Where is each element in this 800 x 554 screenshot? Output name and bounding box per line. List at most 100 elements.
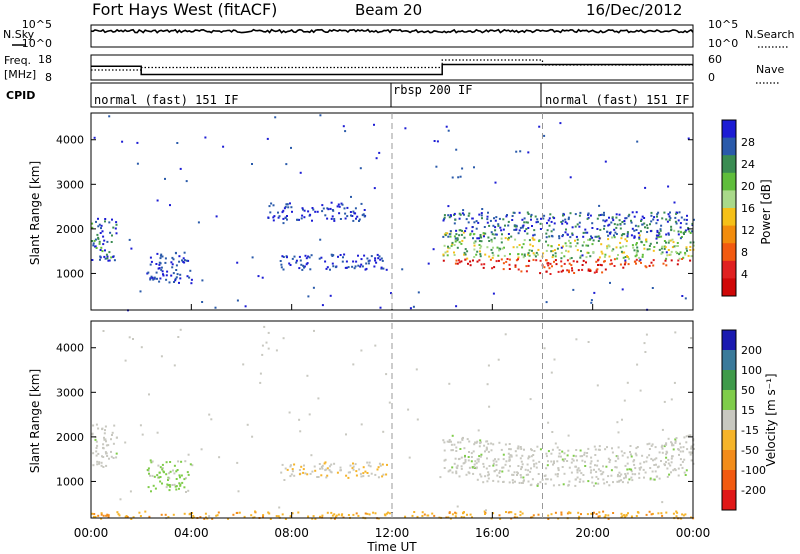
data-cell (596, 217, 599, 220)
data-cell (450, 449, 453, 452)
data-cell (481, 208, 484, 210)
data-cell (110, 455, 113, 458)
data-cell (676, 242, 679, 244)
data-cell (527, 213, 530, 215)
data-cell (667, 458, 670, 461)
data-cell (104, 429, 106, 432)
data-cell (300, 263, 303, 266)
data-cell (580, 250, 582, 253)
data-cell (293, 463, 296, 466)
data-cell (325, 267, 328, 270)
data-cell (483, 263, 486, 266)
data-cell (539, 228, 542, 230)
data-cell (528, 249, 531, 252)
data-cell (484, 253, 487, 256)
data-cell (492, 443, 495, 446)
data-cell (633, 249, 636, 252)
data-cell (166, 270, 169, 273)
data-cell (362, 213, 365, 216)
data-cell (687, 434, 690, 437)
data-cell (333, 219, 336, 222)
data-cell (473, 221, 476, 224)
data-cell (508, 459, 511, 462)
data-cell (100, 224, 103, 227)
data-cell (520, 460, 523, 463)
data-cell (675, 437, 678, 440)
data-cell (655, 463, 657, 466)
data-cell (495, 216, 498, 219)
data-cell (509, 454, 512, 457)
data-cell (132, 516, 135, 519)
freq-series-line (91, 63, 693, 76)
data-cell (351, 265, 354, 268)
data-cell (595, 475, 598, 478)
data-cell (267, 331, 270, 334)
data-cell (519, 446, 522, 448)
data-cell (454, 237, 457, 240)
data-cell (165, 278, 168, 281)
data-cell (563, 262, 566, 265)
data-cell (338, 212, 341, 215)
data-cell (97, 514, 100, 517)
data-cell (595, 513, 598, 515)
noise-left-tick-high: 10^5 (22, 18, 52, 31)
data-cell (476, 250, 479, 253)
data-cell (526, 463, 529, 466)
data-cell (106, 455, 109, 457)
data-cell (447, 470, 450, 473)
data-cell (528, 260, 531, 262)
data-cell (618, 219, 621, 222)
data-cell (551, 250, 554, 253)
data-cell (307, 515, 310, 518)
data-cell (637, 232, 640, 235)
data-cell (684, 230, 687, 233)
data-cell (295, 259, 298, 262)
data-cell (480, 236, 483, 239)
data-cell (350, 195, 352, 198)
data-cell (449, 235, 452, 238)
data-cell (650, 220, 653, 223)
data-cell (665, 218, 668, 221)
data-cell (442, 235, 445, 238)
data-cell (641, 454, 644, 457)
data-cell (261, 353, 264, 356)
data-cell (158, 267, 161, 270)
data-cell (672, 469, 675, 472)
beam-title: Beam 20 (355, 1, 422, 19)
data-cell (545, 236, 548, 239)
data-cell (107, 444, 110, 447)
data-cell (472, 237, 474, 240)
data-cell (545, 452, 548, 455)
data-cell (494, 233, 497, 236)
data-cell (498, 514, 501, 517)
data-cell (518, 481, 521, 484)
colorbar-swatch (722, 390, 736, 411)
data-cell (290, 473, 293, 476)
data-cell (536, 218, 539, 221)
data-cell (498, 469, 501, 472)
data-cell (173, 472, 176, 475)
data-cell (615, 246, 618, 249)
data-cell (640, 240, 643, 243)
data-cell (167, 479, 169, 481)
data-cell (494, 226, 497, 229)
data-cell (359, 167, 362, 170)
data-cell (95, 447, 98, 449)
data-cell (532, 459, 535, 462)
data-cell (300, 217, 303, 220)
data-cell (461, 229, 463, 232)
data-cell (643, 222, 646, 225)
data-cell (160, 266, 163, 269)
data-cell (183, 512, 186, 515)
data-cell (595, 470, 598, 473)
data-cell (286, 468, 289, 471)
data-cell (353, 212, 356, 215)
data-cell (514, 513, 517, 516)
data-cell (331, 262, 334, 265)
data-cell (262, 514, 265, 517)
data-cell (456, 239, 459, 242)
data-cell (600, 473, 603, 476)
data-cell (163, 471, 165, 474)
data-cell (456, 237, 459, 240)
data-cell (105, 514, 108, 517)
